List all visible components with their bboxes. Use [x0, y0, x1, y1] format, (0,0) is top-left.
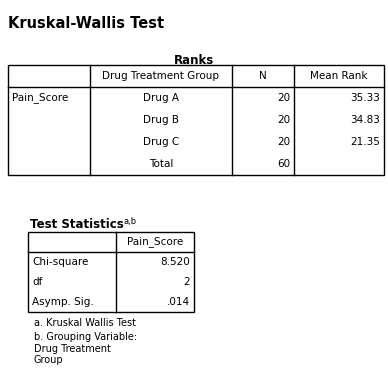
Text: 20: 20 — [277, 137, 290, 147]
Text: b. Grouping Variable:
Drug Treatment
Group: b. Grouping Variable: Drug Treatment Gro… — [34, 332, 137, 365]
Text: N: N — [259, 71, 267, 81]
Text: Mean Rank: Mean Rank — [310, 71, 368, 81]
Text: Total: Total — [149, 159, 173, 169]
Text: 20: 20 — [277, 93, 290, 103]
Text: Drug Treatment Group: Drug Treatment Group — [102, 71, 220, 81]
Text: Drug C: Drug C — [143, 137, 179, 147]
Text: Drug A: Drug A — [143, 93, 179, 103]
Text: a. Kruskal Wallis Test: a. Kruskal Wallis Test — [34, 318, 136, 328]
Text: Asymp. Sig.: Asymp. Sig. — [32, 297, 94, 307]
Text: 20: 20 — [277, 115, 290, 125]
Text: 34.83: 34.83 — [350, 115, 380, 125]
Text: 21.35: 21.35 — [350, 137, 380, 147]
Text: df: df — [32, 277, 42, 287]
Text: .014: .014 — [167, 297, 190, 307]
Text: 35.33: 35.33 — [350, 93, 380, 103]
Text: Pain_Score: Pain_Score — [127, 237, 183, 248]
Text: a,b: a,b — [123, 217, 136, 226]
Text: 8.520: 8.520 — [160, 257, 190, 267]
Text: Chi-square: Chi-square — [32, 257, 88, 267]
Text: Drug B: Drug B — [143, 115, 179, 125]
Bar — [8, 65, 384, 175]
Bar — [28, 232, 194, 312]
Text: Kruskal-Wallis Test: Kruskal-Wallis Test — [8, 16, 164, 31]
Text: 2: 2 — [184, 277, 190, 287]
Text: 60: 60 — [277, 159, 290, 169]
Text: Test Statistics: Test Statistics — [30, 218, 124, 231]
Text: Ranks: Ranks — [174, 54, 214, 67]
Text: Pain_Score: Pain_Score — [12, 93, 68, 104]
